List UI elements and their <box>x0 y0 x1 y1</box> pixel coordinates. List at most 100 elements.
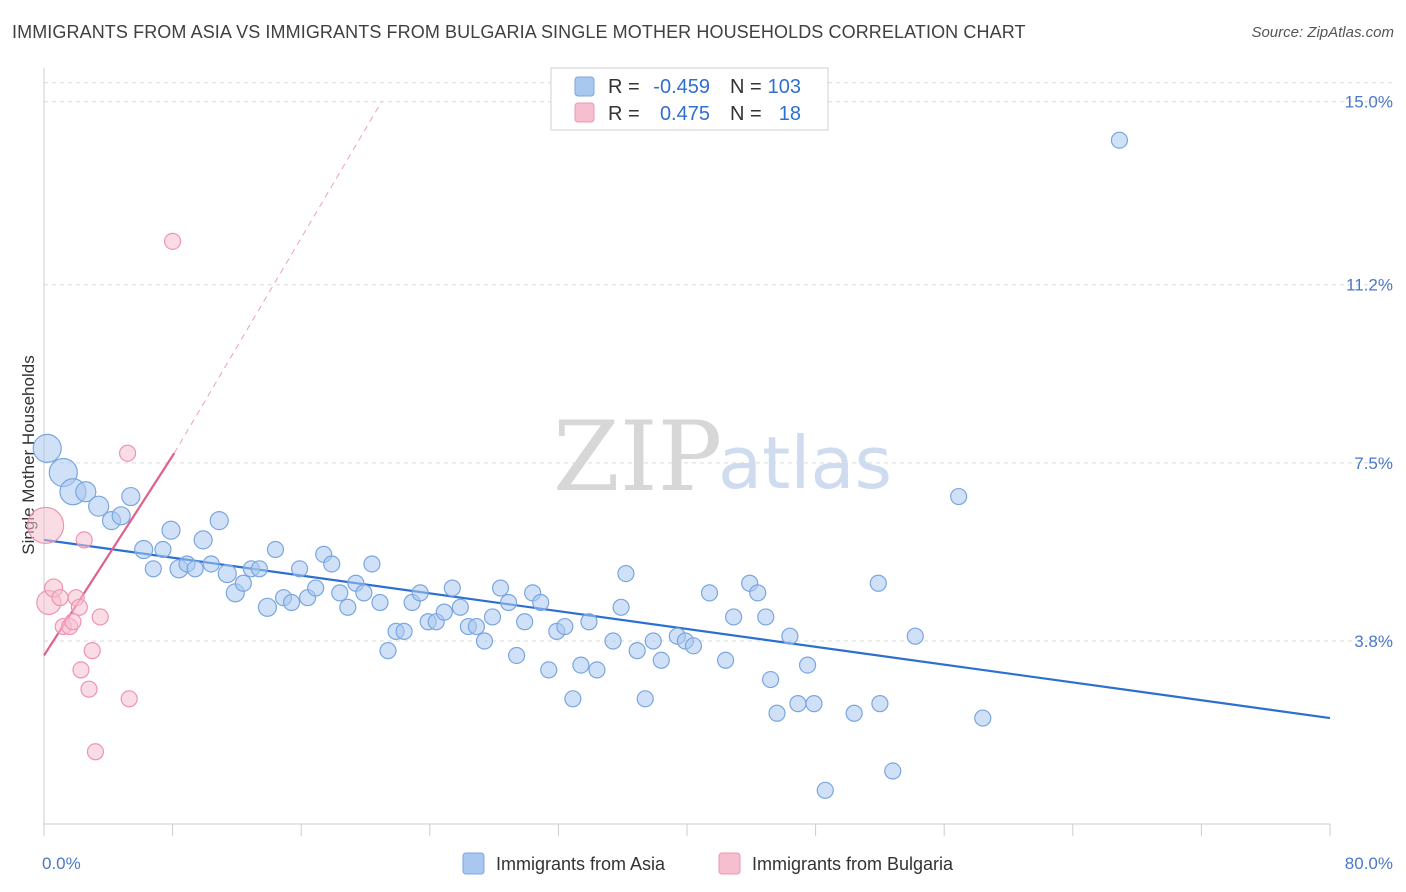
asia-point-71 <box>652 651 670 669</box>
bulgaria-point-8 <box>70 598 88 616</box>
asia-point-45 <box>435 603 453 621</box>
asia-point-70 <box>644 632 662 650</box>
asia-point-68 <box>628 642 646 660</box>
asia-point-95 <box>1110 131 1129 149</box>
stats-r-label-asia: R = <box>608 76 640 98</box>
asia-point-10 <box>154 540 172 559</box>
asia-point-37 <box>371 593 389 612</box>
stats-legend-box <box>550 67 829 131</box>
legend-label-asia: Immigrants from Asia <box>496 854 666 874</box>
asia-point-50 <box>475 632 494 650</box>
asia-point-22 <box>250 560 269 578</box>
asia-point-93 <box>950 487 968 506</box>
stats-legend-swatch-bulgaria <box>574 102 595 123</box>
legend-swatch-bulgaria <box>718 852 741 875</box>
asia-point-92 <box>906 627 924 645</box>
asia-point-77 <box>725 608 743 626</box>
asia-point-14 <box>186 560 204 578</box>
asia-point-26 <box>282 593 301 612</box>
x-tick-label-0: 0.0% <box>42 854 81 873</box>
asia-point-88 <box>845 704 863 722</box>
x-tick-label-1: 80.0% <box>1345 854 1393 873</box>
watermark: ZIP atlas <box>553 401 892 513</box>
asia-point-87 <box>816 781 834 799</box>
asia-point-27 <box>290 560 309 578</box>
bulgaria-point-16 <box>118 444 137 462</box>
asia-point-58 <box>540 661 558 679</box>
stats-r-value-asia: -0.459 <box>653 76 710 98</box>
asia-trend-line <box>43 538 1331 720</box>
bulgaria-point-6 <box>64 613 82 631</box>
asia-point-94 <box>974 709 992 727</box>
tick-labels: 3.8% 7.5% 11.2% 15.0% 0.0% 80.0% <box>42 93 1393 873</box>
asia-point-76 <box>716 651 735 669</box>
asia-point-35 <box>355 584 373 602</box>
asia-point-23 <box>257 597 278 617</box>
asia-point-60 <box>556 617 574 636</box>
asia-point-42 <box>411 584 429 602</box>
asia-point-54 <box>508 646 526 665</box>
stats-legend: R = -0.459 N = 103 R = 0.475 N = 18 <box>550 67 829 131</box>
bulgaria-point-9 <box>72 661 90 679</box>
asia-point-32 <box>331 584 349 602</box>
asia-point-57 <box>532 593 550 612</box>
bulgaria-point-13 <box>86 743 105 761</box>
asia-point-55 <box>516 613 534 631</box>
asia-point-52 <box>491 579 510 597</box>
asia-point-53 <box>499 593 518 612</box>
asia-point-4 <box>88 495 110 517</box>
asia-point-69 <box>636 690 654 708</box>
asia-point-40 <box>395 622 413 640</box>
asia-point-83 <box>781 627 799 645</box>
asia-point-62 <box>572 656 590 674</box>
bulgaria-point-14 <box>91 608 109 626</box>
y-tick-label-1: 7.5% <box>1354 454 1393 473</box>
asia-point-20 <box>234 574 252 592</box>
asia-point-17 <box>209 511 229 531</box>
asia-point-7 <box>121 486 141 507</box>
asia-point-11 <box>161 520 181 540</box>
asia-point-84 <box>789 695 807 713</box>
chart-title: IMMIGRANTS FROM ASIA VS IMMIGRANTS FROM … <box>12 22 1026 42</box>
asia-point-33 <box>339 598 357 616</box>
series-legend: Immigrants from Asia Immigrants from Bul… <box>462 852 954 875</box>
stats-legend-swatch-asia <box>574 76 595 97</box>
legend-swatch-asia <box>462 852 485 875</box>
y-tick-label-2: 11.2% <box>1346 276 1393 295</box>
bulgaria-trend-extension <box>173 101 383 454</box>
y-tick-label-0: 3.8% <box>1354 632 1393 651</box>
asia-point-91 <box>884 762 902 780</box>
asia-point-3 <box>75 481 97 503</box>
asia-point-82 <box>768 704 786 722</box>
bulgaria-point-10 <box>75 531 93 549</box>
asia-point-8 <box>134 539 154 560</box>
chart-source: Source: ZipAtlas.com <box>1251 24 1394 41</box>
stats-n-label-bulgaria: N = <box>730 103 762 125</box>
legend-label-bulgaria: Immigrants from Bulgaria <box>752 854 954 874</box>
bulgaria-point-0 <box>27 506 65 545</box>
asia-point-63 <box>580 613 598 631</box>
asia-point-38 <box>379 642 397 660</box>
asia-point-47 <box>451 598 469 616</box>
asia-point-9 <box>144 560 162 578</box>
asia-point-90 <box>871 695 889 713</box>
asia-point-65 <box>604 632 622 650</box>
bulgaria-point-11 <box>80 680 98 698</box>
asia-point-66 <box>612 598 630 616</box>
asia-point-79 <box>749 584 767 602</box>
bulgaria-point-12 <box>83 642 101 660</box>
asia-point-46 <box>443 579 461 597</box>
bulgaria-point-17 <box>164 232 182 250</box>
watermark-atlas: atlas <box>718 421 892 505</box>
asia-point-75 <box>700 584 719 602</box>
asia-point-6 <box>111 506 131 526</box>
asia-point-64 <box>588 661 606 679</box>
y-axis-label: Single Mother Households <box>19 355 38 554</box>
bulgaria-point-3 <box>51 589 69 607</box>
asia-point-81 <box>761 670 780 689</box>
asia-point-36 <box>363 555 381 573</box>
asia-point-31 <box>323 555 341 573</box>
stats-n-value-asia: 103 <box>768 76 801 98</box>
asia-point-16 <box>202 555 220 573</box>
